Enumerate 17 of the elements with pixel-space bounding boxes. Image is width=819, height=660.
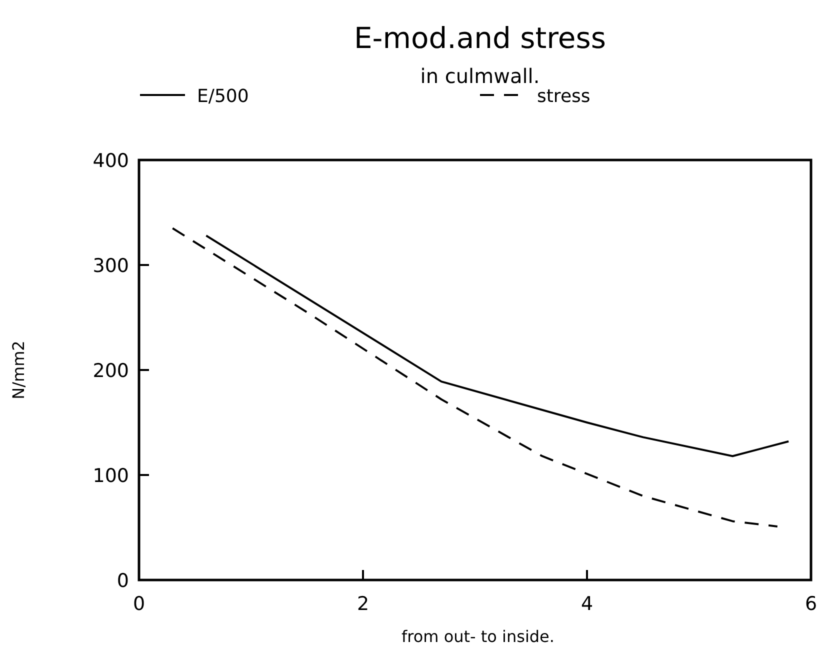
- y-tick-label: 400: [92, 150, 129, 172]
- y-tick-label: 0: [116, 570, 129, 592]
- chart-subtitle: in culmwall.: [420, 64, 540, 88]
- x-tick-label: 2: [356, 593, 370, 615]
- line-series: [172, 227, 778, 528]
- y-axis-title: N/mm2: [9, 340, 28, 400]
- x-tick-label: 0: [132, 593, 146, 615]
- chart-title: E-mod.and stress: [354, 21, 606, 55]
- line-series: [205, 234, 790, 458]
- legend-label: stress: [537, 86, 590, 107]
- x-axis-title: from out- to inside.: [402, 627, 554, 646]
- y-tick-label: 200: [92, 360, 129, 382]
- y-tick-label: 300: [92, 255, 129, 277]
- x-tick-label: 6: [804, 593, 818, 615]
- y-tick-label: 100: [92, 465, 129, 487]
- legend-label: E/500: [197, 86, 249, 107]
- x-tick-label: 4: [580, 593, 594, 615]
